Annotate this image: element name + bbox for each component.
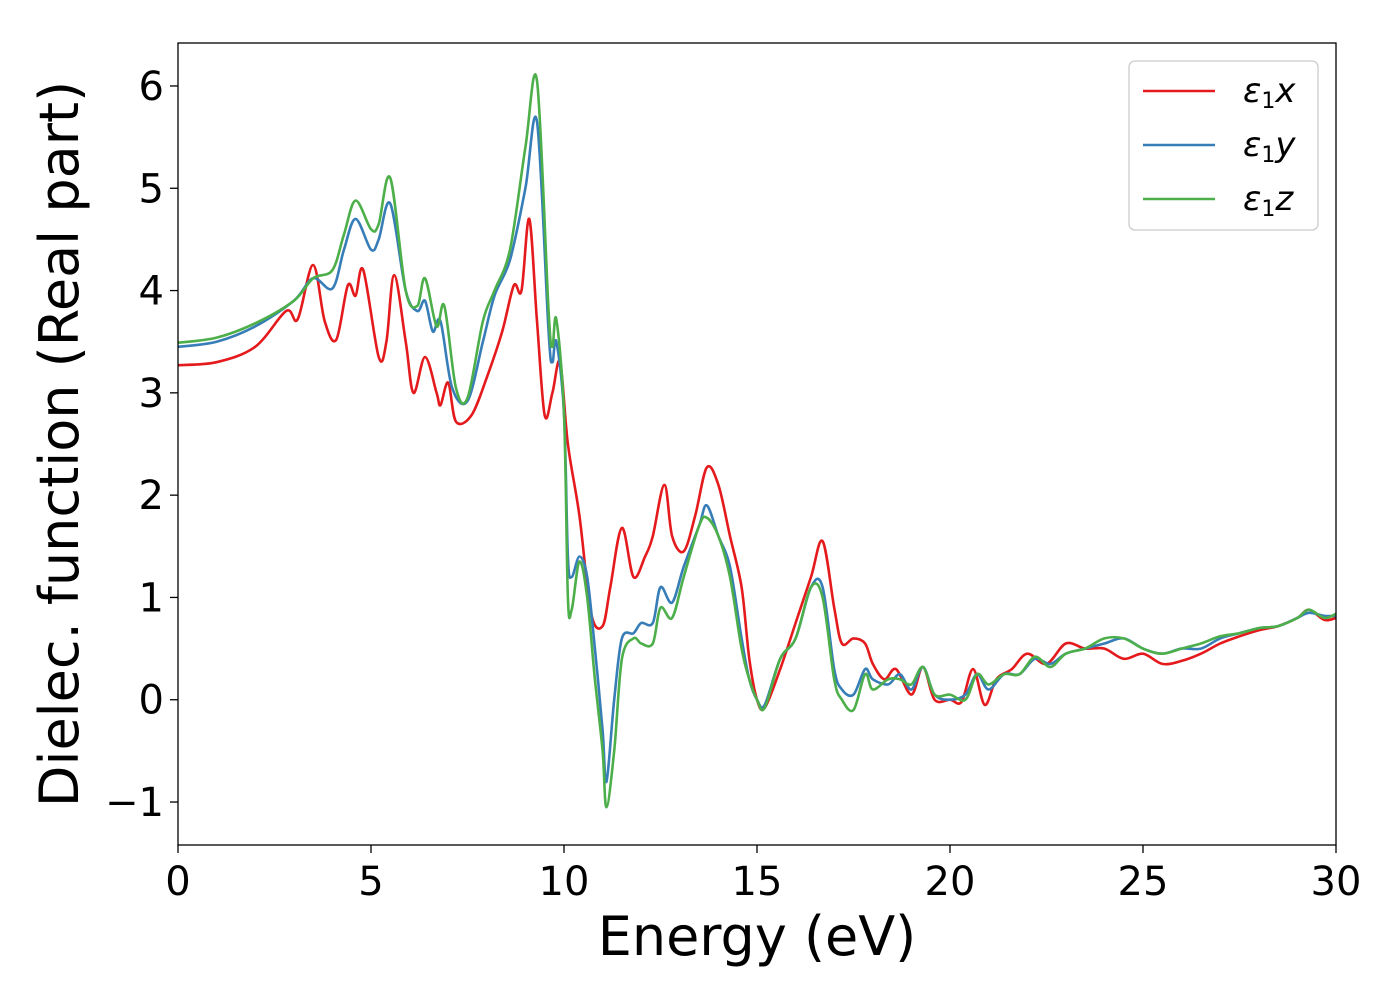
series-line-2 <box>178 73 1336 809</box>
x-tick-label: 25 <box>1118 859 1169 905</box>
legend-label: ε1z <box>1243 179 1294 222</box>
x-tick-label: 20 <box>925 859 976 905</box>
legend-box <box>1128 60 1319 231</box>
legend-label: ε1y <box>1243 125 1296 168</box>
y-axis-title: Dielec. function (Real part) <box>28 81 91 807</box>
y-tick-label: 6 <box>139 64 164 110</box>
x-tick-label: 0 <box>165 859 190 905</box>
x-tick-label: 15 <box>732 859 783 905</box>
x-tick-label: 30 <box>1311 859 1362 905</box>
y-tick-label: 3 <box>139 371 164 417</box>
x-tick-label: 10 <box>539 859 590 905</box>
y-tick-label: 5 <box>139 166 164 212</box>
x-tick-label: 5 <box>358 859 383 905</box>
y-tick-label: 2 <box>139 473 164 519</box>
series-line-0 <box>178 217 1336 712</box>
x-axis-title: Energy (eV) <box>598 905 917 968</box>
y-tick-label: −1 <box>105 780 164 826</box>
legend-label: ε1x <box>1243 71 1296 114</box>
legend: ε1x ε1y ε1z <box>1128 60 1319 231</box>
y-tick-label: 0 <box>139 678 164 724</box>
y-tick-label: 4 <box>139 269 164 315</box>
y-tick-label: 1 <box>139 575 164 621</box>
series-layer <box>178 73 1336 809</box>
